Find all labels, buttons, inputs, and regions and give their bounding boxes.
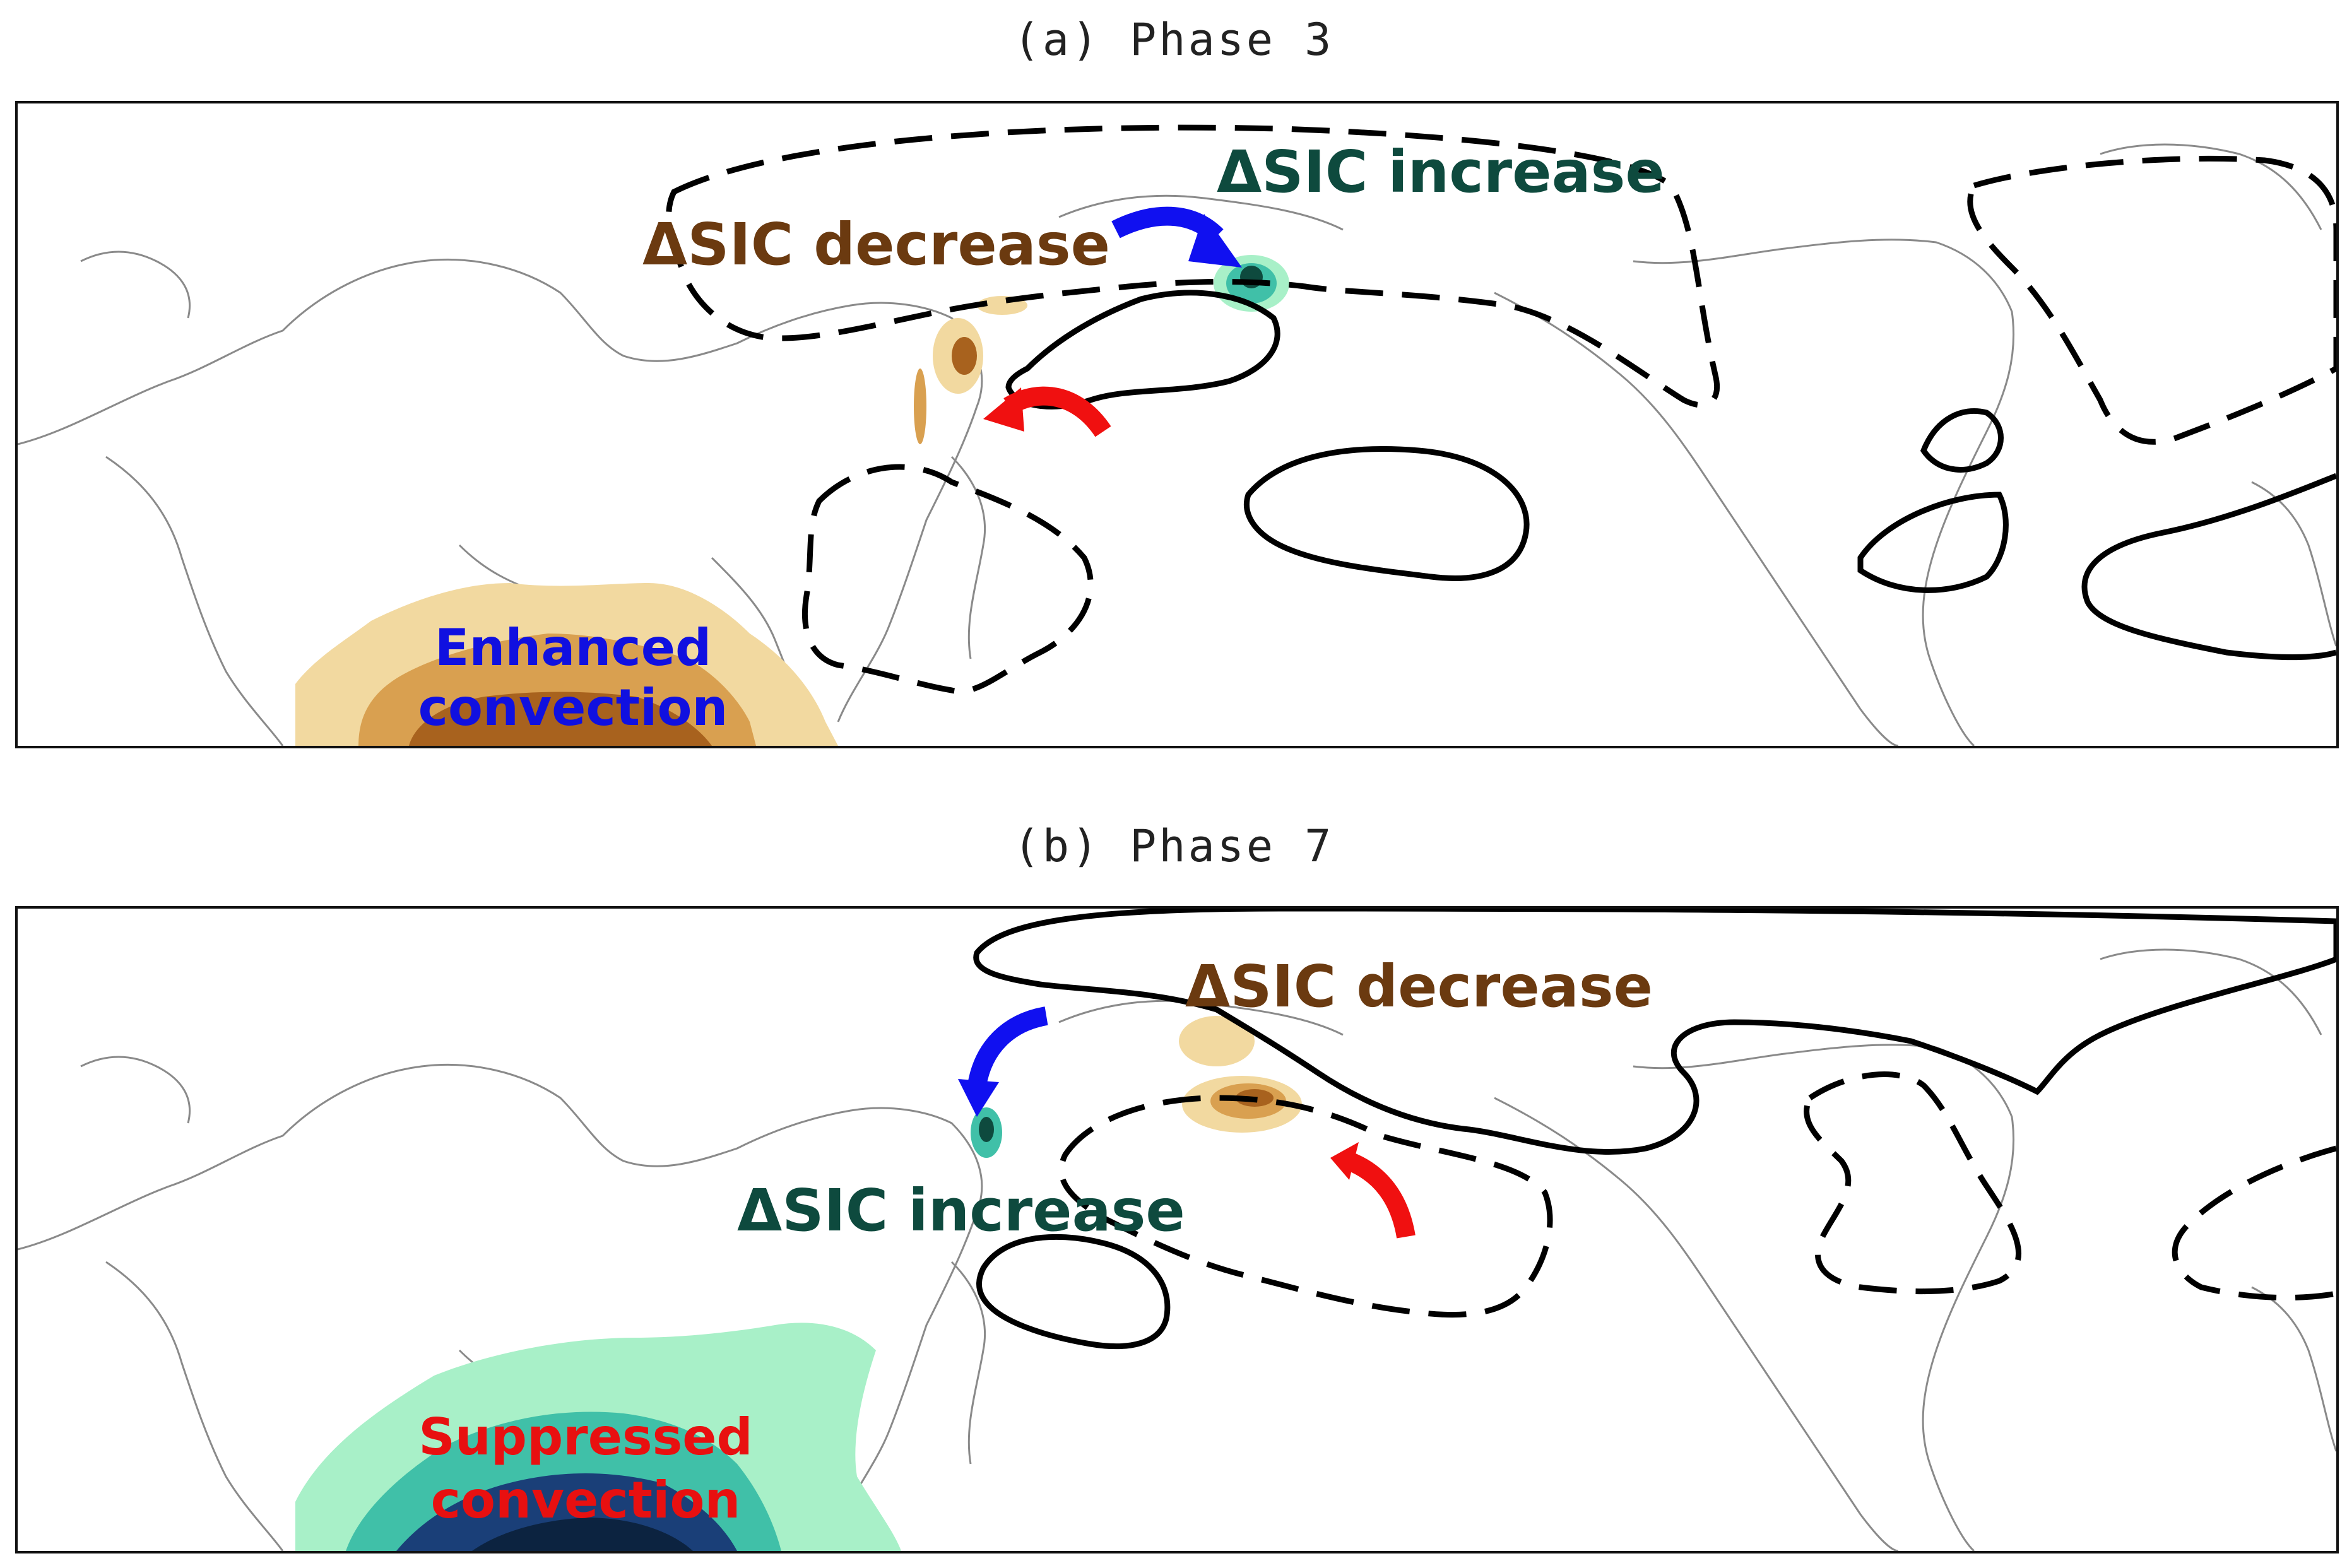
red-arrowhead [983, 387, 1024, 432]
sic-increase-label: ΔSIC increase [737, 1177, 1185, 1244]
sic-decrease-label: ΔSIC decrease [1185, 953, 1653, 1020]
panel-b-map: ΔSIC increase ΔSIC decrease Suppressed c… [15, 906, 2339, 1553]
red-arrowhead [1330, 1142, 1359, 1180]
panel-b-map-svg: ΔSIC increase ΔSIC decrease Suppressed c… [18, 909, 2336, 1551]
convection-shading [295, 1323, 901, 1551]
sic-decrease-shading [1179, 1016, 1302, 1133]
panel-a-map-svg: ΔSIC increase ΔSIC decrease Enhanced con… [18, 124, 2336, 746]
coastlines [18, 143, 2336, 746]
blue-arrowhead [958, 1079, 999, 1117]
panel-b-title: (b) Phase 7 [1013, 820, 1334, 872]
sic-increase-shading [971, 1107, 1002, 1158]
convection-label-line2: convection [418, 678, 728, 737]
sic-decrease-label: ΔSIC decrease [642, 211, 1110, 278]
panel-a-map: ΔSIC increase ΔSIC decrease Enhanced con… [15, 101, 2339, 748]
convection-label-line1: Suppressed [418, 1408, 753, 1466]
convection-label-line1: Enhanced [435, 618, 711, 677]
blue-arrow [967, 1006, 1048, 1087]
red-arrow [1345, 1152, 1416, 1239]
convection-shading [295, 583, 838, 746]
contours [973, 909, 2336, 1350]
blue-arrowhead [1188, 214, 1242, 268]
panel-a-title: (a) Phase 3 [1013, 14, 1334, 66]
convection-label-line2: convection [431, 1471, 741, 1530]
sic-increase-label: ΔSIC increase [1217, 138, 1665, 206]
sic-decrease-shading [914, 296, 1027, 444]
